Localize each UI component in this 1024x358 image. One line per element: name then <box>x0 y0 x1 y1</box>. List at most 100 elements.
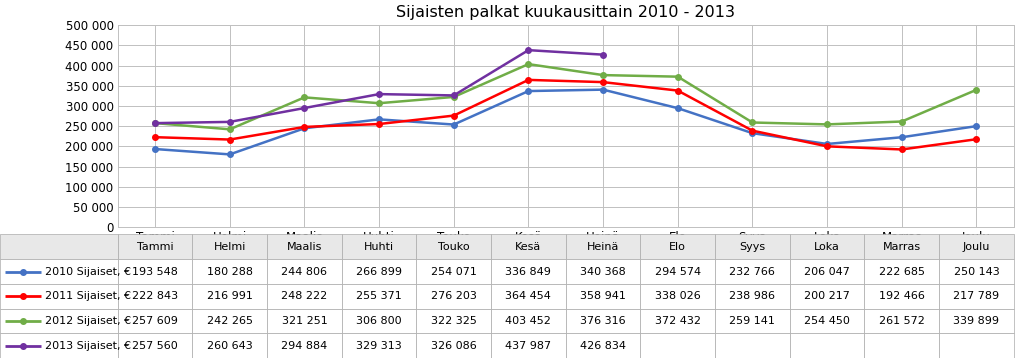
Text: 364 454: 364 454 <box>506 291 551 301</box>
Bar <box>193 259 267 284</box>
Bar <box>864 259 939 284</box>
Text: 257 609: 257 609 <box>132 316 178 326</box>
Bar <box>417 333 492 358</box>
Bar <box>0 234 118 259</box>
Bar <box>417 309 492 333</box>
Bar <box>715 333 790 358</box>
Text: 266 899: 266 899 <box>356 267 402 276</box>
Bar <box>715 309 790 333</box>
Bar <box>417 234 492 259</box>
Bar <box>118 333 193 358</box>
Bar <box>640 259 715 284</box>
Text: 372 432: 372 432 <box>654 316 700 326</box>
Bar <box>492 259 565 284</box>
Text: 340 368: 340 368 <box>581 267 626 276</box>
Text: Elo: Elo <box>670 242 686 252</box>
Bar <box>267 259 342 284</box>
Bar <box>864 284 939 309</box>
Bar <box>0 333 118 358</box>
Text: 437 987: 437 987 <box>506 341 552 350</box>
Text: 321 251: 321 251 <box>282 316 328 326</box>
Bar <box>565 234 640 259</box>
Bar <box>267 234 342 259</box>
Text: 238 986: 238 986 <box>729 291 775 301</box>
Bar <box>790 284 864 309</box>
Text: Joulu: Joulu <box>963 242 990 252</box>
Text: 217 789: 217 789 <box>953 291 999 301</box>
Text: 206 047: 206 047 <box>804 267 850 276</box>
Bar <box>342 234 417 259</box>
Bar <box>939 284 1014 309</box>
Text: 244 806: 244 806 <box>282 267 328 276</box>
Bar <box>193 284 267 309</box>
Text: 336 849: 336 849 <box>506 267 551 276</box>
Title: Sijaisten palkat kuukausittain 2010 - 2013: Sijaisten palkat kuukausittain 2010 - 20… <box>396 5 735 20</box>
Bar <box>417 259 492 284</box>
Bar <box>790 234 864 259</box>
Text: 2013 Sijaiset, €: 2013 Sijaiset, € <box>45 341 131 350</box>
Text: 216 991: 216 991 <box>207 291 253 301</box>
Text: 276 203: 276 203 <box>431 291 477 301</box>
Bar <box>715 259 790 284</box>
Text: 261 572: 261 572 <box>879 316 925 326</box>
Text: 294 574: 294 574 <box>654 267 700 276</box>
Text: 254 071: 254 071 <box>431 267 477 276</box>
Bar <box>939 234 1014 259</box>
Text: 376 316: 376 316 <box>581 316 626 326</box>
Text: 250 143: 250 143 <box>953 267 999 276</box>
Text: Heinä: Heinä <box>587 242 620 252</box>
Text: 259 141: 259 141 <box>729 316 775 326</box>
Text: Tammi: Tammi <box>137 242 173 252</box>
Text: 260 643: 260 643 <box>207 341 253 350</box>
Bar <box>193 234 267 259</box>
Bar <box>193 309 267 333</box>
Text: 294 884: 294 884 <box>282 341 328 350</box>
Bar <box>864 234 939 259</box>
Text: 255 371: 255 371 <box>356 291 402 301</box>
Bar <box>118 259 193 284</box>
Text: Touko: Touko <box>438 242 470 252</box>
Bar <box>939 333 1014 358</box>
Text: 326 086: 326 086 <box>431 341 476 350</box>
Text: 222 843: 222 843 <box>132 291 178 301</box>
Bar <box>0 284 118 309</box>
Bar <box>565 284 640 309</box>
Bar <box>640 309 715 333</box>
Text: 232 766: 232 766 <box>729 267 775 276</box>
Text: 338 026: 338 026 <box>655 291 700 301</box>
Bar <box>790 259 864 284</box>
Bar <box>267 284 342 309</box>
Text: 358 941: 358 941 <box>581 291 626 301</box>
Bar <box>492 309 565 333</box>
Bar <box>118 284 193 309</box>
Text: 180 288: 180 288 <box>207 267 253 276</box>
Bar <box>790 333 864 358</box>
Text: Huhti: Huhti <box>364 242 394 252</box>
Bar <box>492 234 565 259</box>
Bar <box>640 234 715 259</box>
Text: Syys: Syys <box>739 242 766 252</box>
Text: 322 325: 322 325 <box>431 316 477 326</box>
Bar <box>118 309 193 333</box>
Text: Kesä: Kesä <box>515 242 542 252</box>
Text: 426 834: 426 834 <box>580 341 626 350</box>
Bar <box>715 234 790 259</box>
Text: Helmi: Helmi <box>214 242 246 252</box>
Bar <box>640 333 715 358</box>
Bar <box>193 333 267 358</box>
Text: 222 685: 222 685 <box>879 267 925 276</box>
Bar <box>864 333 939 358</box>
Bar <box>267 333 342 358</box>
Text: 193 548: 193 548 <box>132 267 178 276</box>
Text: 306 800: 306 800 <box>356 316 401 326</box>
Bar <box>118 234 193 259</box>
Bar <box>342 333 417 358</box>
Bar <box>640 284 715 309</box>
Text: 403 452: 403 452 <box>506 316 551 326</box>
Bar <box>0 309 118 333</box>
Bar <box>492 284 565 309</box>
Text: Maalis: Maalis <box>287 242 323 252</box>
Text: 248 222: 248 222 <box>282 291 328 301</box>
Bar <box>565 333 640 358</box>
Text: 2010 Sijaiset, €: 2010 Sijaiset, € <box>45 267 131 276</box>
